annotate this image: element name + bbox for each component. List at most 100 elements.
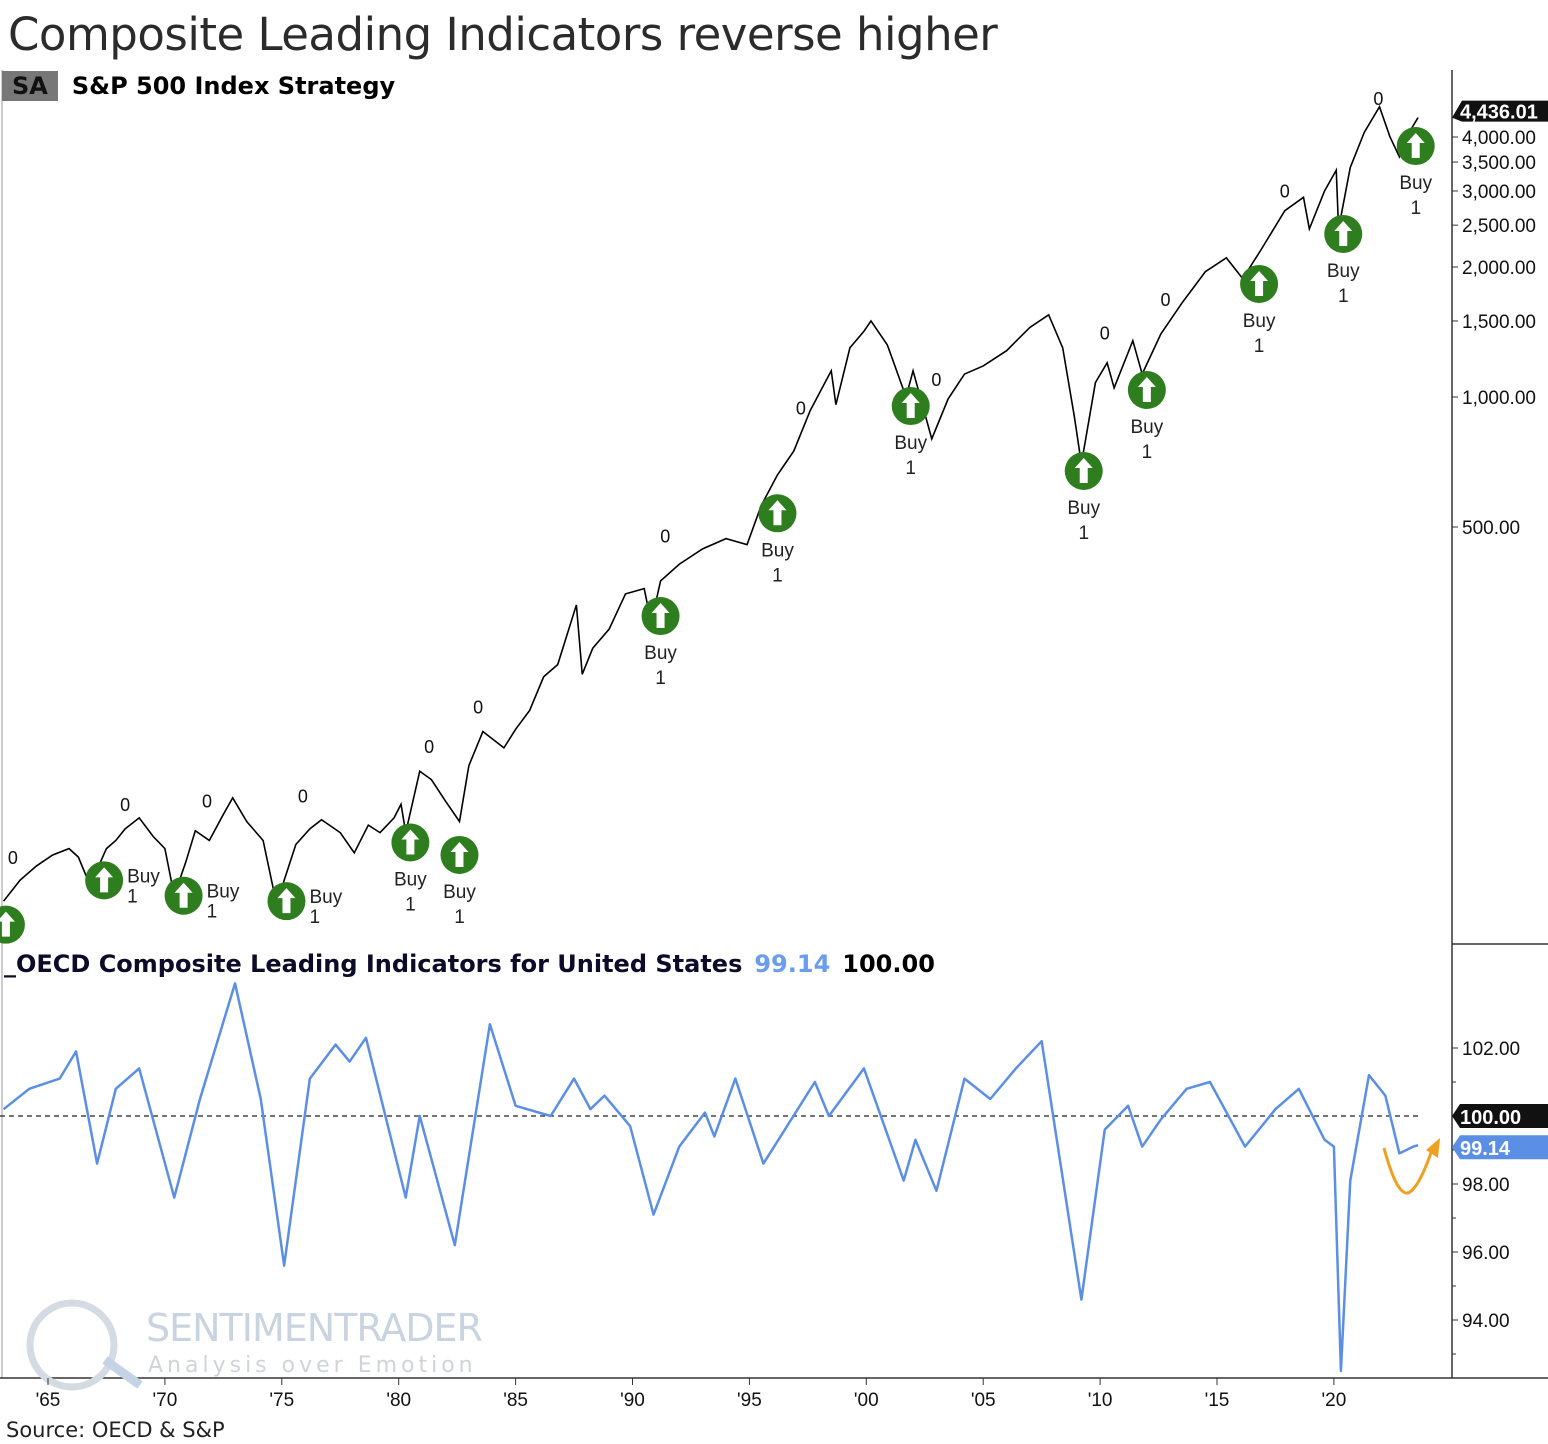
up-arrow-icon: [768, 500, 787, 526]
x-tick-label: '00: [854, 1390, 879, 1411]
cli-y-tick-label: 96.00: [1462, 1243, 1510, 1264]
x-tick-label: '05: [971, 1390, 996, 1411]
zero-signal-label: 0: [120, 795, 130, 815]
up-arrow-icon: [651, 603, 670, 629]
up-arrow-icon: [174, 882, 193, 908]
up-arrow-icon: [901, 393, 920, 419]
price-y-tick-label: 3,000.00: [1462, 182, 1536, 203]
up-arrow-icon: [1406, 133, 1425, 159]
buy-signal-label: Buy: [394, 869, 427, 890]
price-legend: SA S&P 500 Index Strategy: [2, 70, 395, 102]
zero-signal-label: 0: [1100, 323, 1110, 343]
watermark-tagline: Analysis over Emotion: [148, 1353, 477, 1378]
x-tick-label: '65: [36, 1390, 61, 1411]
up-arrow-icon: [1334, 220, 1353, 246]
cli-current-value: 99.14: [754, 950, 831, 978]
buy-signal-label: Buy: [644, 643, 677, 664]
chart-title: Composite Leading Indicators reverse hig…: [8, 8, 998, 61]
zero-signal-label: 0: [202, 792, 212, 812]
last-price-label: 4,436.01: [1460, 102, 1538, 124]
buy-signal-label: Buy: [894, 433, 927, 454]
price-y-tick-label: 1,500.00: [1462, 312, 1536, 333]
x-tick-label: '15: [1205, 1390, 1230, 1411]
x-tick-label: '75: [269, 1390, 294, 1411]
legend-tag: SA: [2, 71, 58, 101]
buy-signal-label: Buy: [309, 887, 342, 908]
watermark-logo-handle: [102, 1356, 143, 1389]
buy-signal-count: 1: [1338, 286, 1349, 307]
x-tick-label: '10: [1088, 1390, 1113, 1411]
buy-signal-label: Buy: [207, 882, 240, 903]
buy-signal-label: Buy: [127, 866, 160, 887]
price-legend-title: S&P 500 Index Strategy: [71, 72, 396, 100]
up-arrow-icon: [1250, 270, 1269, 296]
cli-reference-value: 100.00: [842, 950, 935, 978]
price-y-tick-label: 2,500.00: [1462, 216, 1536, 237]
buy-signal-count: 1: [1142, 442, 1153, 463]
buy-signal-label: Buy: [1243, 311, 1276, 332]
last-price-tag: [1452, 100, 1548, 122]
up-arrow-icon: [95, 867, 114, 893]
up-arrow-icon: [1074, 457, 1093, 483]
price-y-tick-label: 3,500.00: [1462, 153, 1536, 174]
up-arrow-icon: [0, 911, 15, 937]
cli-legend-title: _OECD Composite Leading Indicators for U…: [4, 950, 743, 978]
cli-line: [2, 982, 1419, 1373]
cli-y-tick-label: 102.00: [1462, 1039, 1520, 1060]
x-tick-label: '20: [1322, 1390, 1347, 1411]
zero-signal-label: 0: [931, 370, 941, 390]
buy-signal-count: 1: [905, 458, 916, 479]
buy-signal-label: Buy: [761, 540, 794, 561]
buy-signal-count: 1: [772, 565, 783, 586]
x-tick-label: '80: [386, 1390, 411, 1411]
up-arrow-icon: [1137, 377, 1156, 403]
up-arrow-icon: [277, 888, 296, 914]
watermark-logo-icon: [26, 1299, 118, 1391]
x-tick-label: '90: [620, 1390, 645, 1411]
buy-signal-count: 1: [1078, 523, 1089, 544]
buy-signal-count: 1: [1410, 198, 1421, 219]
buy-signal-label: Buy: [1130, 417, 1163, 438]
buy-signal-count: 1: [1254, 336, 1265, 357]
x-tick-label: '70: [153, 1390, 178, 1411]
current-value-label: 99.14: [1460, 1138, 1511, 1160]
price-y-tick-label: 2,000.00: [1462, 258, 1536, 279]
reference-value-label: 100.00: [1460, 1107, 1521, 1129]
price-y-tick-label: 500.00: [1462, 518, 1520, 539]
zero-signal-label: 0: [660, 527, 670, 547]
up-arrow-icon: [401, 829, 420, 855]
reversal-annotation-curve: [1382, 1147, 1434, 1195]
buy-signal-count: 1: [655, 668, 666, 689]
cli-y-tick-label: 98.00: [1462, 1175, 1510, 1196]
buy-signal-count: 1: [454, 907, 465, 928]
current-value-tag: [1452, 1135, 1548, 1160]
zero-signal-label: 0: [1373, 89, 1383, 109]
price-y-tick-label: 4,000.00: [1462, 128, 1536, 149]
zero-signal-label: 0: [796, 399, 806, 419]
zero-signal-label: 0: [8, 848, 18, 868]
x-tick-label: '95: [737, 1390, 762, 1411]
source-note: Source: OECD & S&P: [6, 1418, 225, 1442]
buy-signal-label: Buy: [1067, 498, 1100, 519]
price-y-tick-label: 1,000.00: [1462, 388, 1536, 409]
zero-signal-label: 0: [298, 787, 308, 807]
buy-signal-count: 1: [207, 902, 218, 923]
reference-value-tag: [1452, 1104, 1548, 1128]
buy-signal-count: 1: [405, 894, 416, 915]
x-tick-label: '85: [503, 1390, 528, 1411]
sp500-price-line: [2, 104, 1419, 907]
buy-signal-label: Buy: [1399, 173, 1432, 194]
buy-signal-count: 1: [127, 886, 138, 907]
watermark-brand: SENTIMENTRADER: [146, 1306, 483, 1350]
zero-signal-label: 0: [473, 697, 483, 717]
zero-signal-label: 0: [1161, 290, 1171, 310]
buy-signal-label: Buy: [443, 882, 476, 903]
buy-signal-label: Buy: [1327, 261, 1360, 282]
cli-y-tick-label: 94.00: [1462, 1311, 1510, 1332]
zero-signal-label: 0: [424, 737, 434, 757]
cli-legend: _OECD Composite Leading Indicators for U…: [4, 950, 935, 978]
zero-signal-label: 0: [1280, 181, 1290, 201]
buy-signal-count: 1: [309, 907, 320, 928]
